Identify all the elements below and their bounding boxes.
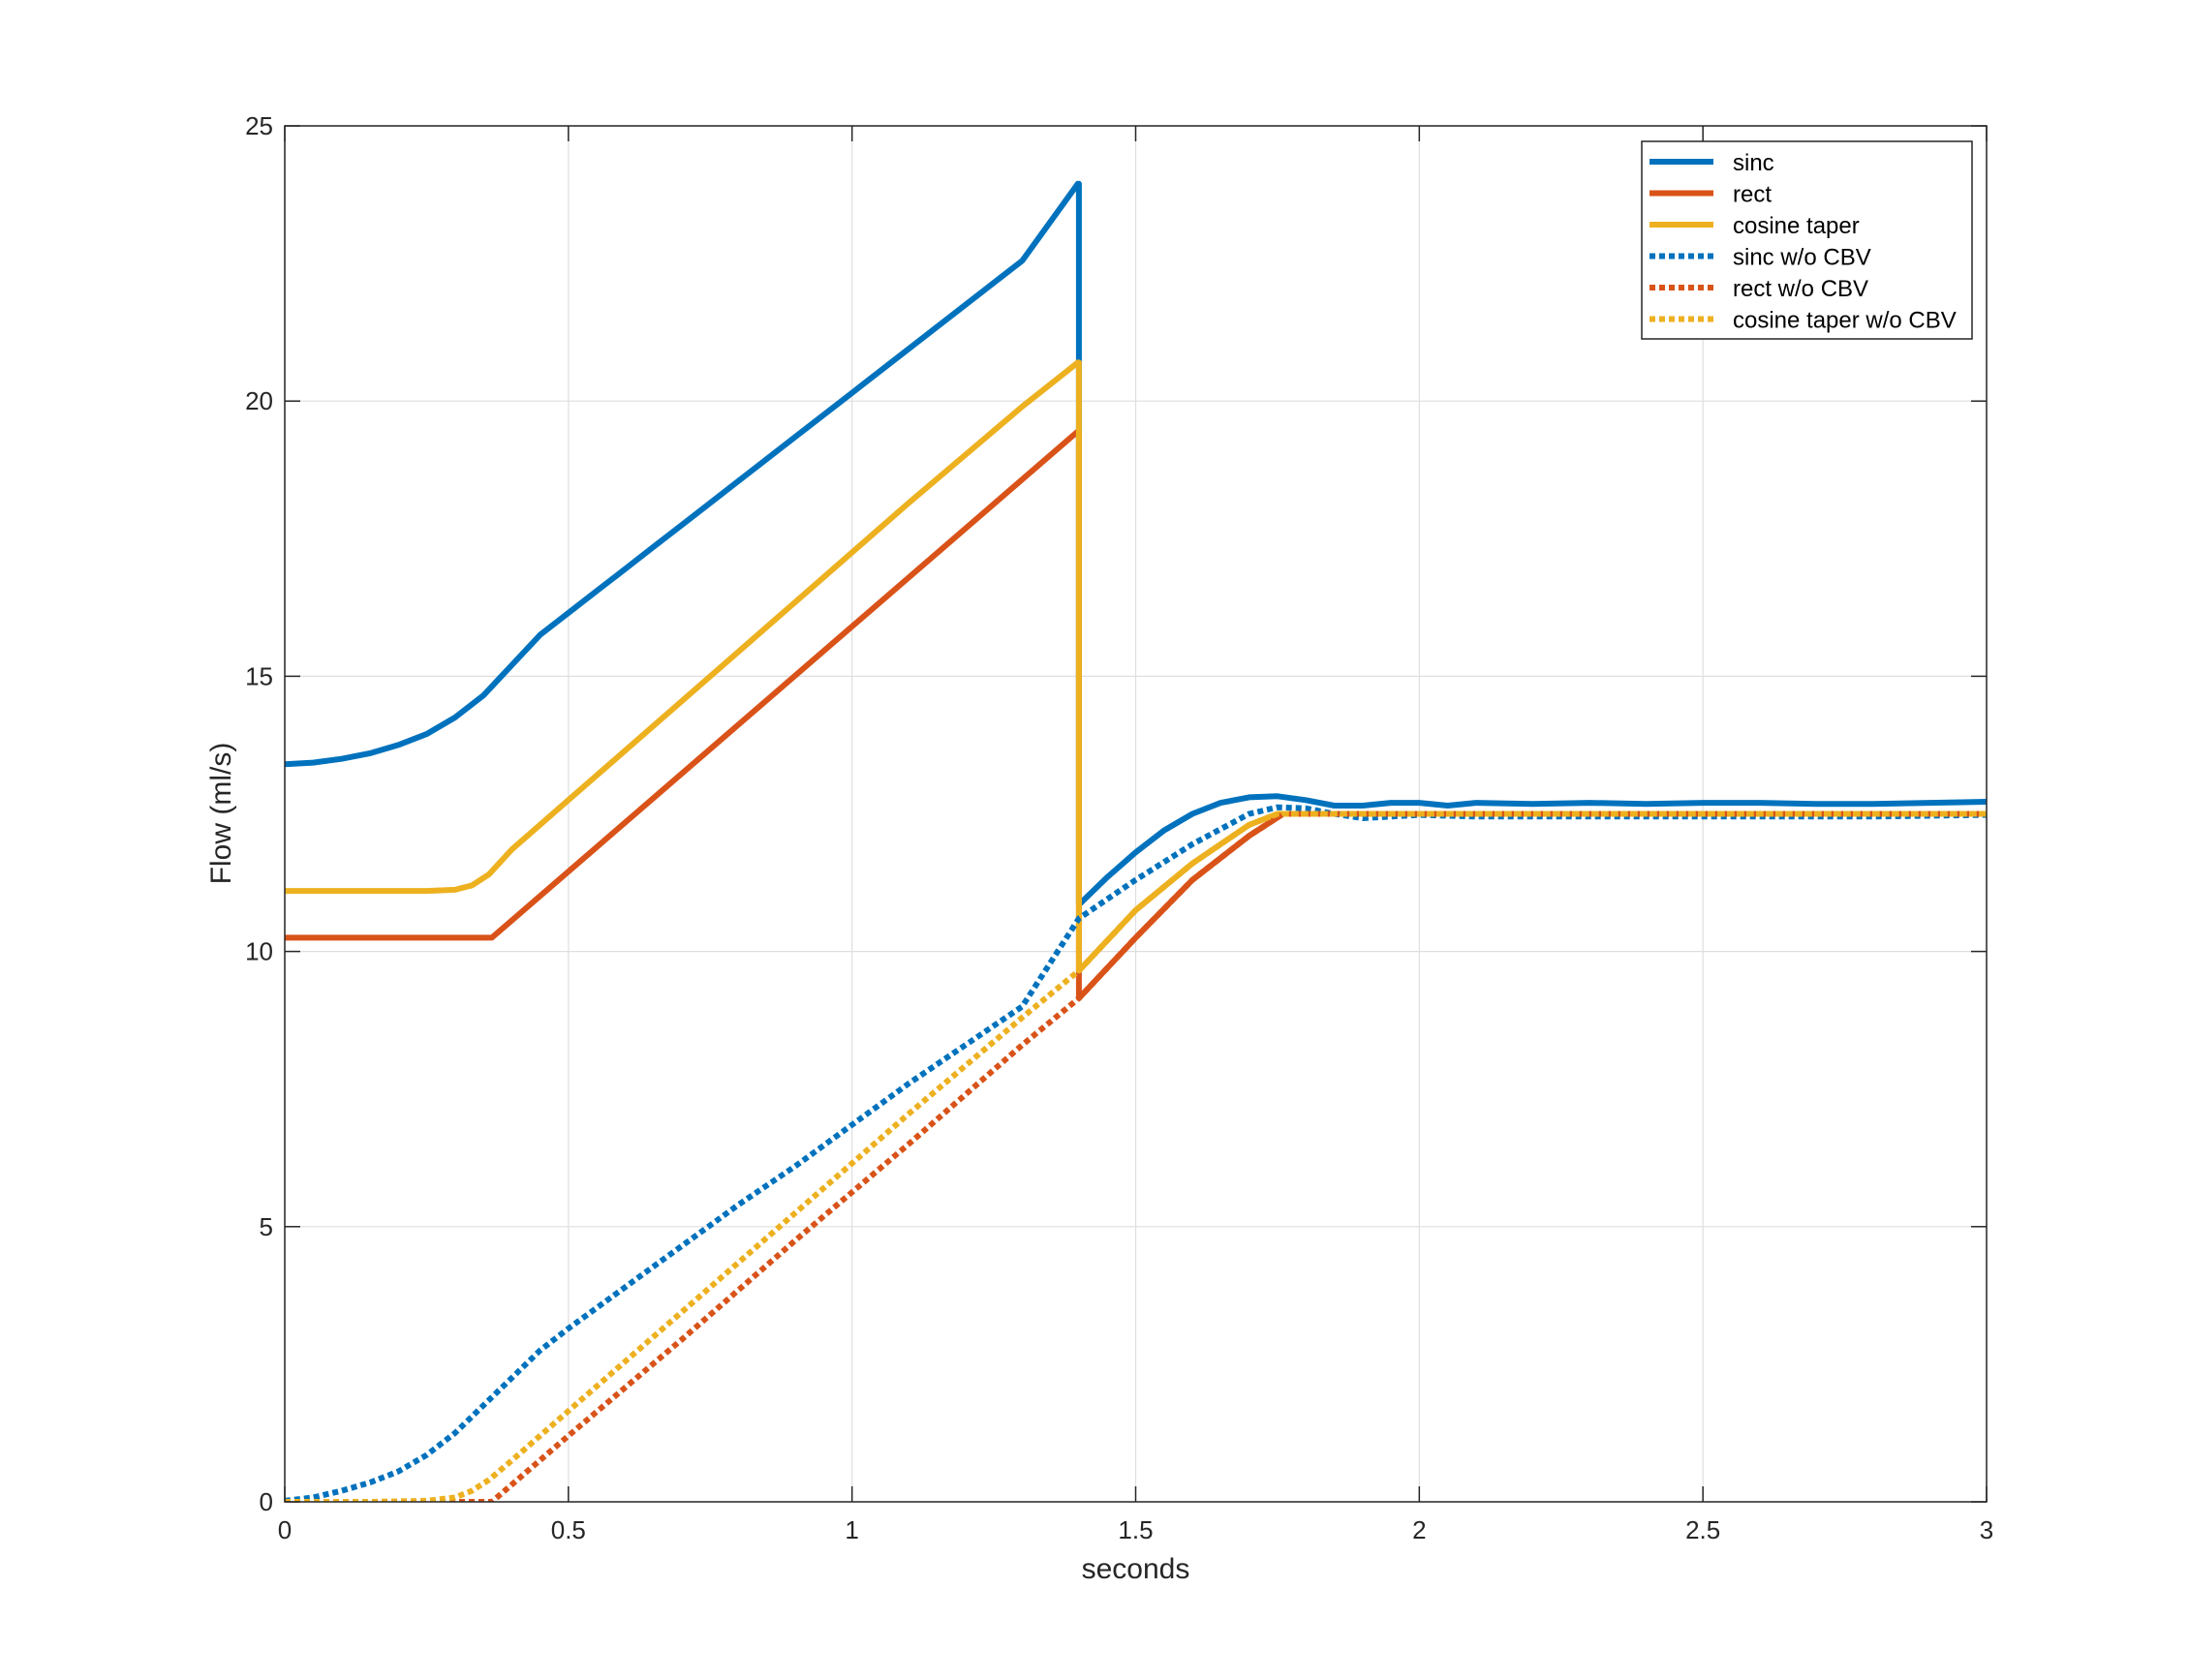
- y-tick-label: 0: [260, 1487, 273, 1516]
- legend-label-rect-w-o-cbv: rect w/o CBV: [1733, 276, 1868, 302]
- y-tick-label: 25: [245, 111, 273, 140]
- y-tick-label: 10: [245, 937, 273, 966]
- x-tick-label: 3: [1980, 1515, 1993, 1544]
- ticks: 0 0.5 1 1.5 2 2.5 3 0 5 10 15 20 25: [245, 111, 1993, 1544]
- x-tick-label: 1.5: [1118, 1515, 1153, 1544]
- legend: sinc rect cosine taper sinc w/o CBV rect w/o…: [1641, 140, 1973, 340]
- legend-box: [1641, 140, 1973, 340]
- legend-label-rect: rect: [1733, 182, 1772, 208]
- series-line-cosine-taper-w-o-cbv: [285, 810, 1987, 1502]
- series-line-sinc-w-o-cbv: [285, 804, 1987, 1502]
- plot-area: 0 0.5 1 1.5 2 2.5 3 0 5 10 15 20 25: [245, 111, 1993, 1544]
- legend-label-sinc: sinc: [1733, 150, 1774, 176]
- x-tick-label: 1: [845, 1515, 858, 1544]
- legend-label-cosine-taper: cosine taper: [1733, 213, 1860, 239]
- y-axis-label: Flow (ml/s): [205, 743, 237, 885]
- legend-items: sinc rect cosine taper sinc w/o CBV rect w/o…: [1649, 150, 1957, 334]
- legend-label-sinc-w-o-cbv: sinc w/o CBV: [1733, 245, 1871, 271]
- x-tick-label: 2.5: [1685, 1515, 1720, 1544]
- y-tick-label: 15: [245, 661, 273, 690]
- x-tick-label: 0: [278, 1515, 292, 1544]
- x-tick-label: 0.5: [551, 1515, 586, 1544]
- x-axis-label: seconds: [1082, 1553, 1190, 1585]
- x-tick-label: 2: [1412, 1515, 1426, 1544]
- y-tick-label: 20: [245, 386, 273, 415]
- legend-label-cosine-taper-w-o-cbv: cosine taper w/o CBV: [1733, 308, 1957, 334]
- y-tick-label: 5: [260, 1212, 273, 1241]
- series-layer: [285, 180, 1987, 1502]
